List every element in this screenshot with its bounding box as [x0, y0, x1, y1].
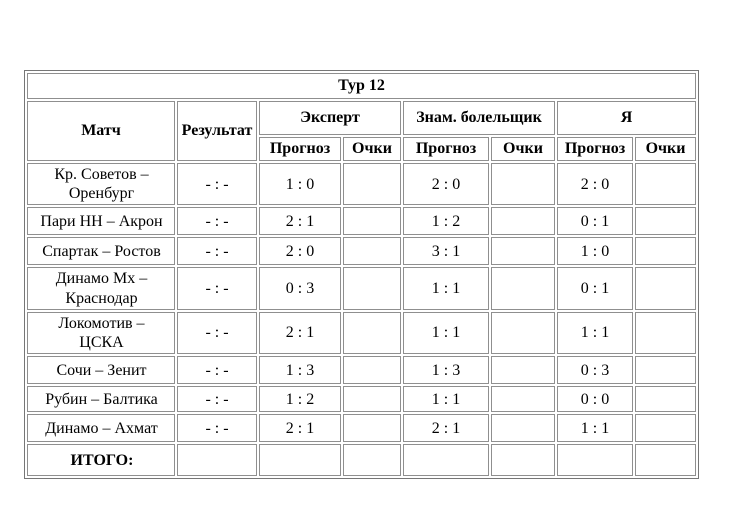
- round-title-row: Тур 12: [27, 73, 697, 99]
- match-cell: Сочи – Зенит: [27, 356, 175, 385]
- fan-forecast-cell: 1 : 3: [403, 356, 489, 385]
- me-points-cell: [635, 207, 697, 236]
- expert-forecast-subheader: Прогноз: [259, 137, 341, 161]
- total-row: ИТОГО:: [27, 444, 697, 477]
- fan-points-cell: [491, 163, 555, 206]
- table-row: Спартак – Ростов - : - 2 : 0 3 : 1 1 : 0: [27, 237, 697, 266]
- expert-points-subheader: Очки: [343, 137, 401, 161]
- fan-points-cell: [491, 414, 555, 443]
- total-me-points-cell: [635, 444, 697, 477]
- result-cell: - : -: [177, 207, 257, 236]
- expert-forecast-cell: 2 : 1: [259, 414, 341, 443]
- fan-points-cell: [491, 207, 555, 236]
- expert-points-cell: [343, 311, 401, 355]
- match-cell: Локомотив – ЦСКА: [27, 311, 175, 355]
- total-expert-points-cell: [343, 444, 401, 477]
- fan-points-subheader: Очки: [491, 137, 555, 161]
- fan-points-cell: [491, 386, 555, 413]
- expert-points-cell: [343, 386, 401, 413]
- fan-points-cell: [491, 356, 555, 385]
- fan-group-header: Знам. болельщик: [403, 101, 555, 135]
- total-fan-forecast-cell: [403, 444, 489, 477]
- table-row: Динамо – Ахмат - : - 2 : 1 2 : 1 1 : 1: [27, 414, 697, 443]
- table-row: Динамо Мх – Краснодар - : - 0 : 3 1 : 1 …: [27, 267, 697, 310]
- expert-points-cell: [343, 356, 401, 385]
- result-cell: - : -: [177, 414, 257, 443]
- table-row: Пари НН – Акрон - : - 2 : 1 1 : 2 0 : 1: [27, 207, 697, 236]
- expert-points-cell: [343, 267, 401, 310]
- expert-forecast-cell: 1 : 0: [259, 163, 341, 206]
- total-me-forecast-cell: [557, 444, 633, 477]
- expert-points-cell: [343, 207, 401, 236]
- me-forecast-cell: 0 : 0: [557, 386, 633, 413]
- fan-forecast-cell: 1 : 1: [403, 267, 489, 310]
- expert-points-cell: [343, 414, 401, 443]
- result-cell: - : -: [177, 386, 257, 413]
- expert-forecast-cell: 2 : 1: [259, 311, 341, 355]
- match-header: Матч: [27, 101, 175, 161]
- fan-points-cell: [491, 267, 555, 310]
- expert-forecast-cell: 1 : 2: [259, 386, 341, 413]
- table-row: Сочи – Зенит - : - 1 : 3 1 : 3 0 : 3: [27, 356, 697, 385]
- me-points-cell: [635, 311, 697, 355]
- result-cell: - : -: [177, 356, 257, 385]
- expert-forecast-cell: 0 : 3: [259, 267, 341, 310]
- result-cell: - : -: [177, 163, 257, 206]
- me-points-cell: [635, 414, 697, 443]
- match-cell: Кр. Советов – Оренбург: [27, 163, 175, 206]
- me-points-cell: [635, 267, 697, 310]
- result-cell: - : -: [177, 237, 257, 266]
- match-cell: Динамо – Ахмат: [27, 414, 175, 443]
- result-cell: - : -: [177, 311, 257, 355]
- table-row: Кр. Советов – Оренбург - : - 1 : 0 2 : 0…: [27, 163, 697, 206]
- predictions-table: Тур 12 Матч Результат Эксперт Знам. боле…: [24, 70, 700, 480]
- expert-points-cell: [343, 237, 401, 266]
- me-points-cell: [635, 386, 697, 413]
- fan-points-cell: [491, 311, 555, 355]
- fan-forecast-cell: 2 : 1: [403, 414, 489, 443]
- me-forecast-cell: 1 : 1: [557, 414, 633, 443]
- fan-forecast-cell: 1 : 1: [403, 386, 489, 413]
- match-cell: Спартак – Ростов: [27, 237, 175, 266]
- round-title: Тур 12: [27, 73, 697, 99]
- total-expert-forecast-cell: [259, 444, 341, 477]
- fan-forecast-cell: 1 : 2: [403, 207, 489, 236]
- expert-forecast-cell: 2 : 0: [259, 237, 341, 266]
- table-row: Рубин – Балтика - : - 1 : 2 1 : 1 0 : 0: [27, 386, 697, 413]
- total-fan-points-cell: [491, 444, 555, 477]
- sub-header-row: Прогноз Очки Прогноз Очки Прогноз Очки: [27, 137, 697, 161]
- expert-points-cell: [343, 163, 401, 206]
- me-forecast-cell: 0 : 3: [557, 356, 633, 385]
- total-result-cell: [177, 444, 257, 477]
- me-forecast-subheader: Прогноз: [557, 137, 633, 161]
- me-forecast-cell: 1 : 1: [557, 311, 633, 355]
- me-forecast-cell: 2 : 0: [557, 163, 633, 206]
- fan-forecast-cell: 3 : 1: [403, 237, 489, 266]
- me-points-subheader: Очки: [635, 137, 697, 161]
- me-points-cell: [635, 163, 697, 206]
- me-points-cell: [635, 237, 697, 266]
- me-group-header: Я: [557, 101, 697, 135]
- result-cell: - : -: [177, 267, 257, 310]
- table-row: Локомотив – ЦСКА - : - 2 : 1 1 : 1 1 : 1: [27, 311, 697, 355]
- expert-group-header: Эксперт: [259, 101, 401, 135]
- group-header-row: Матч Результат Эксперт Знам. болельщик Я: [27, 101, 697, 161]
- me-points-cell: [635, 356, 697, 385]
- result-header: Результат: [177, 101, 257, 161]
- match-cell: Динамо Мх – Краснодар: [27, 267, 175, 310]
- fan-forecast-cell: 1 : 1: [403, 311, 489, 355]
- match-cell: Пари НН – Акрон: [27, 207, 175, 236]
- me-forecast-cell: 0 : 1: [557, 207, 633, 236]
- expert-forecast-cell: 2 : 1: [259, 207, 341, 236]
- fan-forecast-subheader: Прогноз: [403, 137, 489, 161]
- fan-points-cell: [491, 237, 555, 266]
- match-cell: Рубин – Балтика: [27, 386, 175, 413]
- me-forecast-cell: 1 : 0: [557, 237, 633, 266]
- expert-forecast-cell: 1 : 3: [259, 356, 341, 385]
- fan-forecast-cell: 2 : 0: [403, 163, 489, 206]
- me-forecast-cell: 0 : 1: [557, 267, 633, 310]
- total-label-cell: ИТОГО:: [27, 444, 175, 477]
